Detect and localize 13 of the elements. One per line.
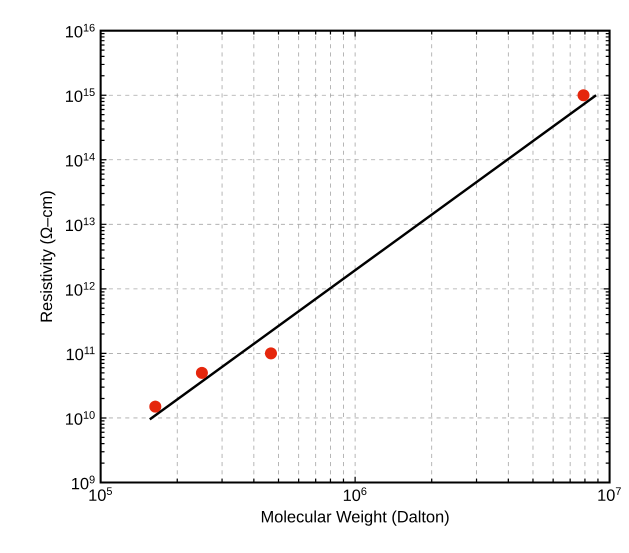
y-tick-label: 10$^{12}$ — [66, 282, 95, 296]
y-tick-label: 10$^{10}$ — [66, 411, 95, 425]
y-tick-label: 10$^{15}$ — [66, 88, 95, 102]
x-axis-title: Molecular Weight (Dalton) — [262, 510, 449, 526]
x-tick-label: 10$^{5}$ — [89, 487, 112, 502]
y-tick-label: 10$^{16}$ — [66, 24, 95, 38]
x-tick-label: 10$^{6}$ — [344, 487, 366, 502]
x-tick-label: 10$^{7}$ — [598, 487, 621, 502]
y-tick-label: 10$^{13}$ — [66, 218, 95, 232]
y-tick-label: 10$^{9}$ — [72, 476, 95, 490]
y-axis-title: Resistivity (Ω–cm) — [40, 192, 56, 322]
y-tick-label: 10$^{11}$ — [66, 346, 95, 360]
y-tick-label: 10$^{14}$ — [66, 153, 95, 167]
